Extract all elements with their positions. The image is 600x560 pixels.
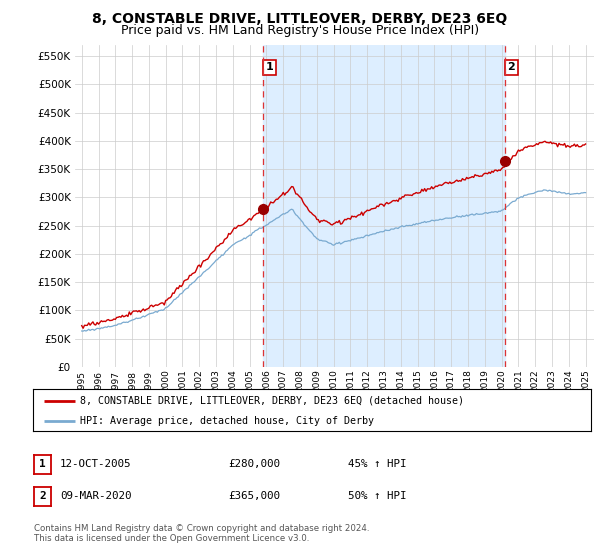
Bar [263, 45, 505, 367]
Text: 1: 1 [265, 62, 273, 72]
Text: 50% ↑ HPI: 50% ↑ HPI [348, 491, 407, 501]
Text: £280,000: £280,000 [228, 459, 280, 469]
Text: Price paid vs. HM Land Registry's House Price Index (HPI): Price paid vs. HM Land Registry's House … [121, 24, 479, 36]
Text: 2: 2 [508, 62, 515, 72]
Text: 8, CONSTABLE DRIVE, LITTLEOVER, DERBY, DE23 6EQ: 8, CONSTABLE DRIVE, LITTLEOVER, DERBY, D… [92, 12, 508, 26]
Text: £365,000: £365,000 [228, 491, 280, 501]
Text: HPI: Average price, detached house, City of Derby: HPI: Average price, detached house, City… [80, 416, 374, 426]
Text: 2: 2 [39, 491, 46, 501]
Text: Contains HM Land Registry data © Crown copyright and database right 2024.
This d: Contains HM Land Registry data © Crown c… [34, 524, 370, 543]
Text: 8, CONSTABLE DRIVE, LITTLEOVER, DERBY, DE23 6EQ (detached house): 8, CONSTABLE DRIVE, LITTLEOVER, DERBY, D… [80, 396, 464, 406]
Text: 09-MAR-2020: 09-MAR-2020 [60, 491, 131, 501]
Text: 1: 1 [39, 459, 46, 469]
Text: 45% ↑ HPI: 45% ↑ HPI [348, 459, 407, 469]
Text: 12-OCT-2005: 12-OCT-2005 [60, 459, 131, 469]
